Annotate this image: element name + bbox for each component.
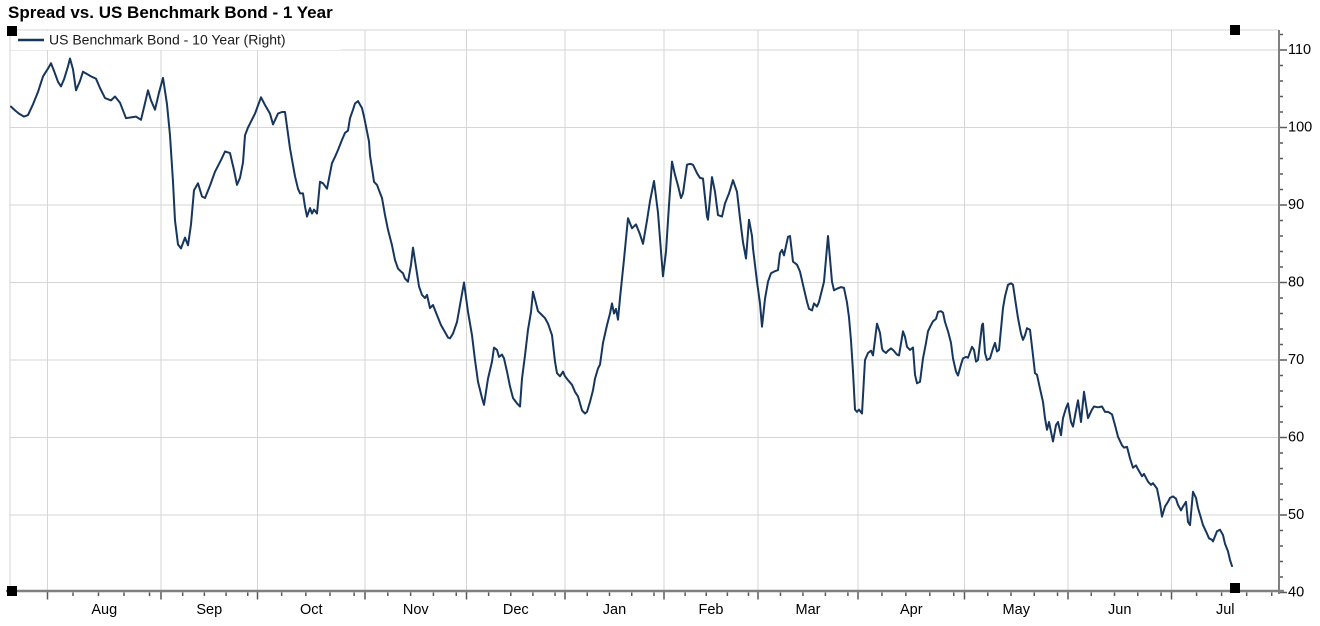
- x-axis-label-jul: Jul: [1216, 602, 1235, 618]
- selection-handle-top-right[interactable]: [1230, 25, 1240, 35]
- selection-handle-bottom-left[interactable]: [7, 586, 17, 596]
- y-axis-label-100: 100: [1288, 119, 1312, 135]
- chart-title: Spread vs. US Benchmark Bond - 1 Year: [8, 3, 333, 22]
- x-axis-label-aug: Aug: [91, 602, 117, 618]
- legend-label[interactable]: US Benchmark Bond - 10 Year (Right): [49, 32, 286, 48]
- y-axis-label-50: 50: [1288, 507, 1304, 523]
- x-axis-label-oct: Oct: [300, 602, 323, 618]
- y-axis-label-40: 40: [1288, 584, 1304, 600]
- y-axis-label-90: 90: [1288, 197, 1304, 213]
- x-axis-label-mar: Mar: [796, 602, 821, 618]
- series-line-us-benchmark-bond[interactable]: [10, 57, 1233, 568]
- x-axis-label-apr: Apr: [900, 602, 923, 618]
- x-axis-label-jun: Jun: [1108, 602, 1131, 618]
- y-axis-label-110: 110: [1288, 42, 1311, 58]
- x-axis-label-dec: Dec: [503, 602, 529, 618]
- selection-handle-top-left[interactable]: [7, 26, 17, 36]
- y-axis-label-70: 70: [1288, 352, 1304, 368]
- y-axis-label-80: 80: [1288, 274, 1304, 290]
- x-axis-label-nov: Nov: [403, 602, 430, 618]
- x-axis-label-may: May: [1003, 602, 1031, 618]
- selection-handle-bottom-right[interactable]: [1230, 583, 1240, 593]
- y-axis-label-60: 60: [1288, 429, 1304, 445]
- x-axis-label-feb: Feb: [699, 602, 724, 618]
- legend-background: [11, 31, 341, 50]
- x-axis-label-jan: Jan: [603, 602, 626, 618]
- x-axis-label-sep: Sep: [196, 602, 222, 618]
